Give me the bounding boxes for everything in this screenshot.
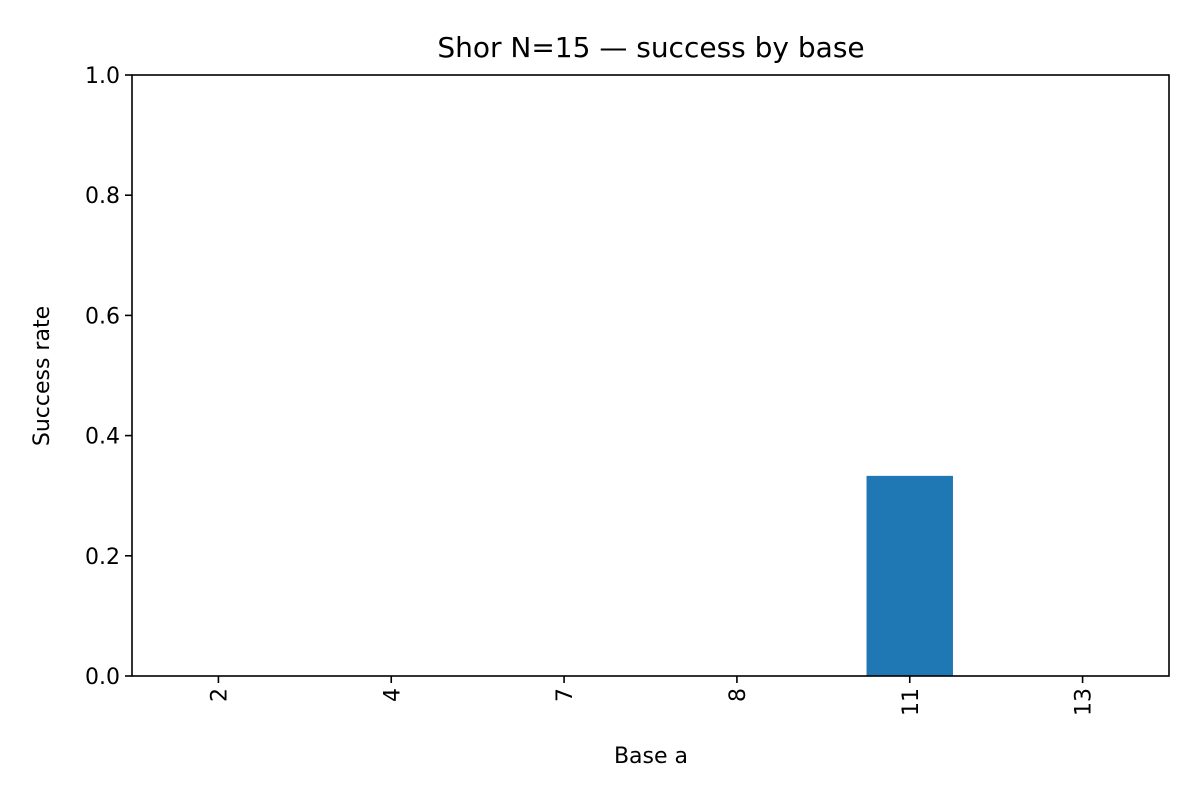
x-tick-label: 7 <box>553 688 578 702</box>
x-axis: 2 4 7 8 11 13 <box>207 676 1097 716</box>
bar-11 <box>866 475 953 676</box>
x-tick-label: 11 <box>899 688 924 716</box>
x-axis-label: Base a <box>614 744 688 769</box>
y-axis-label: Success rate <box>30 306 55 446</box>
y-tick-label: 1.0 <box>85 64 120 89</box>
axes-frame <box>131 74 1170 677</box>
x-tick-label: 2 <box>207 688 232 702</box>
y-tick-label: 0.8 <box>85 184 120 209</box>
x-tick-label: 8 <box>726 688 751 702</box>
y-axis: 0.0 0.2 0.4 0.6 0.8 1.0 <box>85 64 132 690</box>
y-tick-label: 0.4 <box>85 425 120 450</box>
y-tick-label: 0.6 <box>85 304 120 329</box>
plot-area <box>866 475 953 676</box>
y-tick-label: 0.0 <box>85 665 120 690</box>
x-tick-label: 13 <box>1072 688 1097 716</box>
y-tick-label: 0.2 <box>85 545 120 570</box>
x-tick-label: 4 <box>380 688 405 702</box>
chart-title: Shor N=15 — success by base <box>437 31 864 64</box>
